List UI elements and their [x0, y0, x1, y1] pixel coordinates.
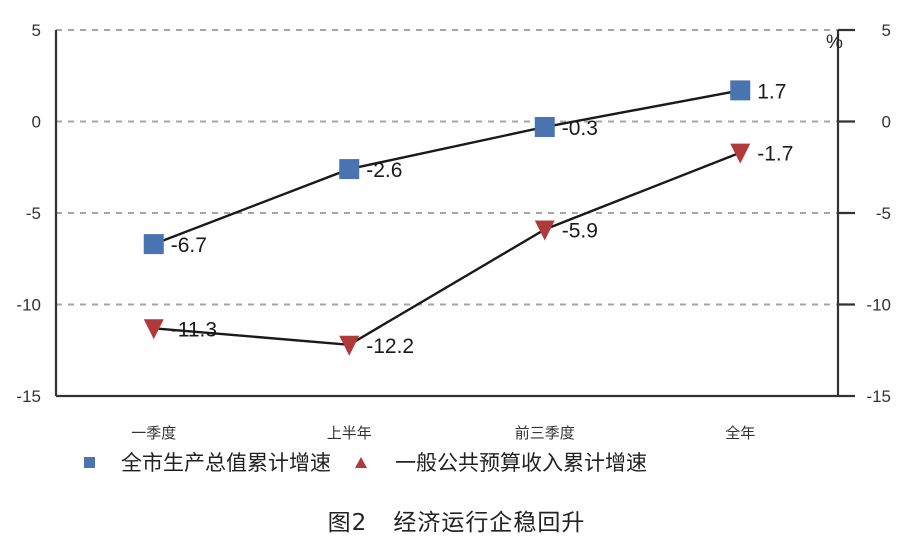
x-category-label: 全年	[725, 424, 755, 440]
gdp-data-label: -6.7	[171, 234, 207, 257]
square-marker-icon	[534, 116, 555, 137]
budget-revenue-data-label: -5.9	[562, 219, 598, 242]
gdp-data-label: -2.6	[366, 159, 402, 182]
left-y-tick-label: 0	[32, 113, 41, 132]
line-chart: 50-5-10-15 50-5-10-15 一季度 上半年 前三季度 全年 -6.7-…	[16, 21, 891, 440]
right-y-tick-label: -15	[866, 387, 891, 406]
square-marker-icon	[339, 159, 360, 180]
series-markers	[143, 80, 751, 356]
right-y-tick-label: 0	[882, 113, 891, 132]
axes	[54, 28, 855, 398]
triangle-down-marker-icon	[143, 319, 164, 340]
figure-caption-text: 经济运行企稳回升	[393, 510, 586, 536]
x-category-label: 一季度	[131, 424, 176, 440]
series-lines	[153, 89, 741, 346]
legend-item-budget-revenue: 一般公共预算收入累计增速	[331, 447, 647, 477]
right-y-tick-label: -5	[876, 204, 891, 223]
gridlines	[56, 29, 838, 306]
legend: 全市生产总值累计增速 一般公共预算收入累计增速	[84, 447, 647, 477]
triangle-down-marker-icon	[730, 143, 751, 164]
y-axis-unit-label: %	[826, 32, 843, 53]
left-y-axis-ticks: 5 0 -5 -10 -15	[16, 21, 41, 406]
gdp-growth-line	[153, 89, 741, 246]
square-marker-icon	[730, 80, 751, 101]
budget-revenue-data-label: -1.7	[757, 143, 793, 166]
right-y-axis-ticks: 5 0 -5 -10 -15	[866, 21, 891, 406]
triangle-down-marker-icon	[534, 220, 555, 241]
square-marker-icon	[84, 456, 95, 468]
figure-number: 图2	[327, 510, 368, 536]
data-labels: -6.7 -2.6 -0.3 1.7 -11.3 -12.2 -5.9 -1.7	[171, 80, 794, 357]
right-y-tick-label: -10	[866, 296, 891, 315]
budget-revenue-data-label: -12.2	[366, 335, 414, 358]
left-y-tick-label: -5	[26, 204, 41, 223]
figure-caption: 图2 经济运行企稳回升	[0, 503, 913, 537]
legend-label-budget-revenue: 一般公共预算收入累计增速	[395, 451, 647, 475]
gdp-data-label: 1.7	[757, 80, 786, 103]
x-category-label: 上半年	[327, 424, 372, 440]
right-y-tick-label: 5	[882, 21, 891, 40]
x-axis-category-labels: 一季度 上半年 前三季度 全年	[131, 424, 755, 440]
x-category-label: 前三季度	[515, 424, 575, 440]
triangle-marker-icon	[355, 456, 367, 468]
legend-label-gdp: 全市生产总值累计增速	[121, 451, 331, 475]
left-y-tick-label: -10	[16, 296, 41, 315]
legend-item-gdp: 全市生产总值累计增速	[84, 447, 331, 477]
left-y-tick-label: -15	[16, 387, 41, 406]
left-y-tick-label: 5	[32, 21, 41, 40]
square-marker-icon	[143, 234, 164, 255]
budget-revenue-data-label: -11.3	[171, 318, 217, 341]
triangle-down-marker-icon	[339, 335, 360, 356]
gdp-data-label: -0.3	[562, 117, 598, 140]
budget-revenue-growth-line	[153, 151, 741, 346]
